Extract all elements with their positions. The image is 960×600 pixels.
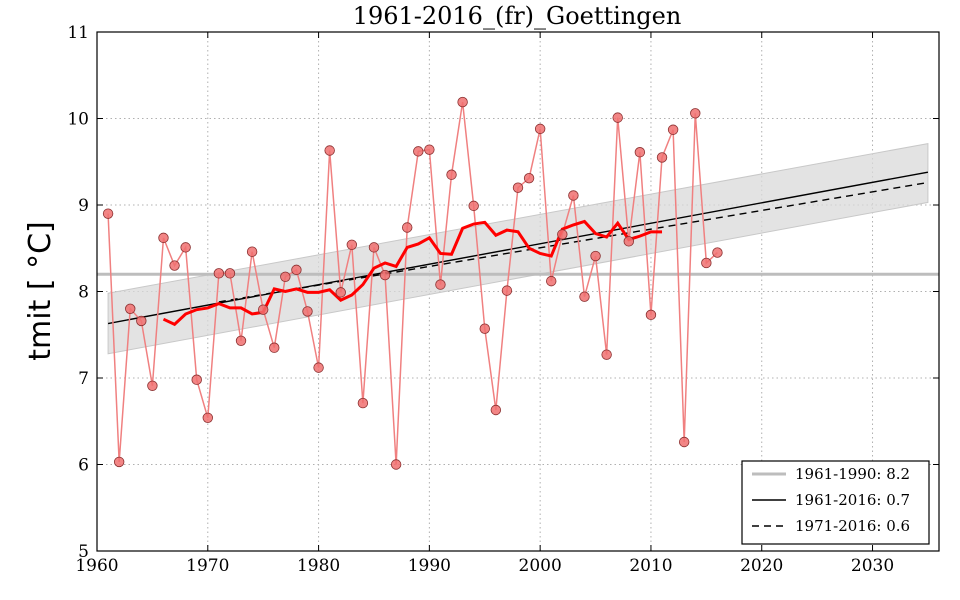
annual-point: [379, 269, 391, 281]
legend-label: 1971-2016: 0.6: [795, 517, 910, 535]
annual-point: [712, 247, 723, 258]
annual-point: [490, 404, 502, 416]
confidence-band-area: [107, 142, 929, 355]
annual-point: [468, 200, 479, 212]
annual-point: [601, 349, 612, 360]
annual-point: [335, 287, 346, 298]
annual-point: [169, 260, 180, 271]
annual-point: [590, 250, 601, 262]
annual-point: [368, 242, 380, 253]
series-layer: [102, 96, 723, 470]
annual-point: [346, 239, 358, 250]
annual-point: [634, 147, 646, 158]
annual-point: [313, 362, 324, 373]
y-tick-label: 6: [78, 456, 89, 476]
annual-point: [235, 335, 247, 347]
y-tick-label: 5: [78, 542, 89, 562]
trend-lines: [97, 171, 939, 325]
annual-point: [523, 172, 535, 184]
annual-point: [612, 112, 623, 123]
legend-label: 1961-2016: 0.7: [795, 491, 910, 509]
annual-point: [534, 123, 546, 135]
annual-point: [623, 236, 634, 247]
annual-point: [690, 108, 701, 119]
annual-series-line: [107, 101, 718, 465]
annual-point: [257, 304, 269, 315]
y-axis-label: tmit [ °C]: [23, 221, 58, 361]
annual-point: [446, 169, 457, 180]
annual-point: [191, 374, 202, 385]
annual-point: [158, 232, 169, 244]
annual-point: [568, 190, 579, 201]
annual-point: [435, 279, 446, 290]
smoothed-series-line: [162, 219, 663, 327]
annual-point: [546, 275, 557, 287]
annual-point: [390, 459, 402, 470]
y-tick-label: 10: [67, 110, 89, 130]
annual-point: [180, 242, 191, 253]
x-tick-label: 2010: [629, 556, 672, 576]
annual-point: [413, 146, 424, 157]
y-tick-label: 7: [78, 369, 89, 389]
annual-point: [457, 96, 468, 108]
annual-point: [402, 222, 413, 233]
confidence-band: [107, 142, 929, 355]
annual-point: [645, 309, 657, 321]
x-tick-label: 2000: [519, 556, 562, 576]
annual-point: [202, 412, 213, 423]
x-tick-label: 1970: [186, 556, 229, 576]
y-tick-label: 8: [78, 283, 89, 303]
x-tick-label: 1960: [75, 556, 118, 576]
annual-point: [280, 271, 291, 282]
annual-point: [147, 380, 158, 391]
y-tick-label: 9: [78, 196, 89, 216]
annual-point: [656, 152, 668, 163]
x-tick-label: 1990: [408, 556, 451, 576]
annual-point: [701, 257, 712, 269]
x-tick-label: 2030: [851, 556, 894, 576]
annual-point: [102, 208, 114, 219]
legend: 1961-1990: 8.2 1961-2016: 0.7 1971-2016: 0…: [741, 460, 930, 545]
annual-point: [357, 397, 369, 409]
annual-point: [302, 306, 313, 317]
annual-point: [246, 246, 258, 257]
annual-point: [512, 182, 524, 193]
chart-title: 1961-2016_(fr)_Goettingen: [353, 2, 682, 30]
legend-label: 1961-1990: 8.2: [795, 465, 910, 483]
annual-point: [269, 342, 280, 353]
annual-point: [579, 291, 590, 302]
annual-point: [667, 124, 679, 135]
annual-point: [136, 315, 147, 327]
y-tick-label: 11: [67, 23, 89, 43]
annual-point: [479, 323, 490, 334]
x-tick-label: 1980: [297, 556, 340, 576]
annual-point: [291, 264, 302, 276]
trend-line-1961-2016: [107, 171, 929, 325]
x-tick-label: 2020: [740, 556, 783, 576]
annual-point: [113, 456, 125, 468]
annual-point: [324, 145, 335, 156]
annual-point: [224, 268, 236, 279]
annual-point: [501, 285, 513, 296]
annual-point: [213, 268, 225, 279]
axis-ticks: 1960 1970 1980 1990 2000 2010 2020 2030 5 6 7 8 9 10 1…: [67, 23, 939, 576]
annual-point: [557, 229, 568, 240]
annual-point: [125, 303, 136, 315]
annual-point: [678, 436, 690, 448]
annual-point: [424, 144, 435, 155]
